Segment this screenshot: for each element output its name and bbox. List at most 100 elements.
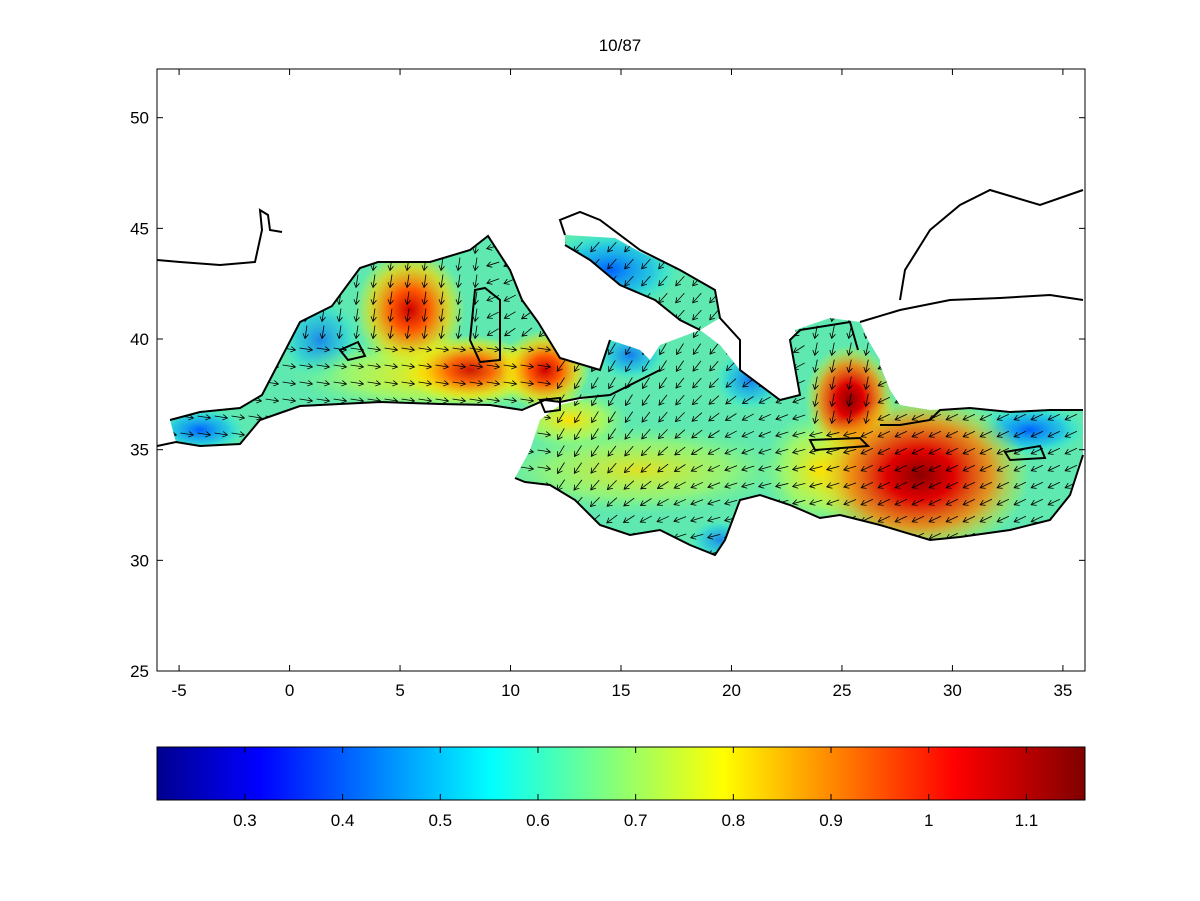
wind-arrow: [441, 325, 443, 339]
wind-arrow: [401, 365, 415, 367]
wind-arrow: [424, 274, 426, 288]
wind-arrow: [367, 382, 381, 384]
wind-arrow: [997, 464, 1010, 471]
wind-arrow: [624, 463, 634, 472]
wind-arrow: [692, 447, 703, 455]
wind-arrow: [659, 411, 668, 422]
y-tick-label: 50: [130, 109, 149, 128]
wind-arrow: [659, 292, 668, 303]
wind-arrow: [759, 483, 772, 486]
wind-arrow: [435, 382, 449, 384]
wind-arrow: [742, 483, 755, 487]
colorbar-tick-label: 0.5: [428, 811, 452, 830]
wind-arrow: [384, 382, 398, 384]
wind-arrow: [458, 274, 460, 288]
wind-arrow: [726, 413, 737, 421]
wind-arrow: [435, 348, 449, 350]
wind-arrow: [691, 499, 704, 505]
wind-arrow: [657, 515, 670, 521]
wind-arrow: [1014, 447, 1027, 454]
wind-arrow: [776, 483, 789, 486]
wind-arrow: [861, 481, 874, 488]
wind-arrow: [929, 498, 942, 505]
wind-arrow: [844, 432, 857, 435]
wind-arrow: [997, 447, 1010, 454]
wind-arrow: [810, 432, 823, 435]
wind-arrow: [815, 359, 818, 373]
wind-arrow: [832, 359, 835, 373]
wind-arrow: [946, 413, 959, 420]
wind-arrow: [895, 515, 908, 522]
wind-arrow: [1031, 464, 1044, 471]
wind-arrow: [373, 325, 375, 339]
wind-arrow: [558, 445, 565, 456]
wind-arrow: [452, 348, 466, 350]
wind-arrow: [693, 292, 702, 303]
wind-arrow: [980, 481, 993, 488]
wind-arrow: [625, 445, 634, 456]
wind-arrow: [929, 532, 942, 539]
wind-arrow: [832, 325, 835, 339]
wind-arrow: [537, 365, 551, 367]
wind-arrow: [793, 449, 806, 452]
wind-arrow: [709, 412, 720, 421]
wind-arrow: [815, 410, 818, 424]
wind-arrow: [997, 430, 1010, 437]
wind-arrow: [350, 399, 364, 401]
wind-arrow: [299, 365, 313, 367]
wind-arrow: [1048, 498, 1061, 505]
wind-arrow: [861, 464, 874, 471]
wind-arrow: [963, 464, 976, 471]
wind-arrow: [849, 393, 852, 407]
wind-arrow: [231, 416, 245, 418]
wind-arrow: [912, 447, 925, 454]
wind-arrow: [401, 382, 415, 384]
x-tick-label: -5: [172, 681, 187, 700]
wind-arrow: [558, 428, 565, 439]
colorbar-tick-label: 0.6: [526, 811, 550, 830]
wind-arrow: [537, 382, 551, 384]
wind-arrow: [231, 433, 245, 435]
wind-arrow: [963, 515, 976, 522]
wind-arrow: [1014, 498, 1027, 505]
wind-arrow: [626, 394, 633, 406]
wind-arrow: [691, 516, 704, 521]
wind-arrow: [963, 430, 976, 437]
wind-arrow: [691, 464, 703, 471]
wind-arrow: [794, 345, 805, 353]
colorbar-tick-label: 1: [924, 811, 933, 830]
wind-arrow: [708, 517, 721, 521]
wind-arrow: [214, 416, 228, 418]
wind-arrow: [742, 465, 755, 470]
wind-arrow: [710, 309, 719, 320]
wind-arrow: [575, 428, 582, 439]
wind-arrow: [626, 360, 633, 371]
wind-arrow: [997, 515, 1010, 522]
wind-arrow: [316, 382, 330, 384]
wind-arrow: [214, 433, 228, 435]
wind-arrow: [878, 447, 891, 454]
wind-arrow: [810, 483, 823, 486]
wind-arrow: [980, 515, 993, 522]
wind-arrow: [487, 278, 500, 283]
wind-arrow: [333, 382, 347, 384]
wind-arrow: [693, 309, 702, 320]
wind-arrow: [642, 411, 651, 422]
wind-arrow: [849, 410, 852, 424]
wind-arrow: [963, 413, 976, 420]
wind-arrow: [607, 497, 618, 507]
wind-arrow: [452, 365, 466, 367]
wind-arrow: [827, 449, 840, 452]
wind-arrow: [180, 433, 194, 435]
wind-arrow: [609, 411, 616, 423]
wind-arrow: [557, 360, 566, 372]
wind-arrow: [878, 515, 891, 522]
wind-arrow: [557, 377, 565, 389]
wind-arrow: [384, 348, 398, 350]
wind-arrow: [407, 308, 409, 322]
wind-arrow: [844, 449, 857, 452]
wind-arrow: [558, 462, 565, 474]
wind-arrow: [339, 308, 341, 322]
wind-arrow: [475, 308, 477, 322]
wind-arrow: [504, 294, 516, 301]
